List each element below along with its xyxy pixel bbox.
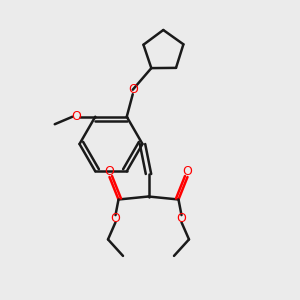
Text: O: O <box>183 165 192 178</box>
Text: O: O <box>177 212 186 225</box>
Text: O: O <box>128 83 138 96</box>
Text: O: O <box>111 212 120 225</box>
Text: O: O <box>105 165 114 178</box>
Text: O: O <box>71 110 81 123</box>
